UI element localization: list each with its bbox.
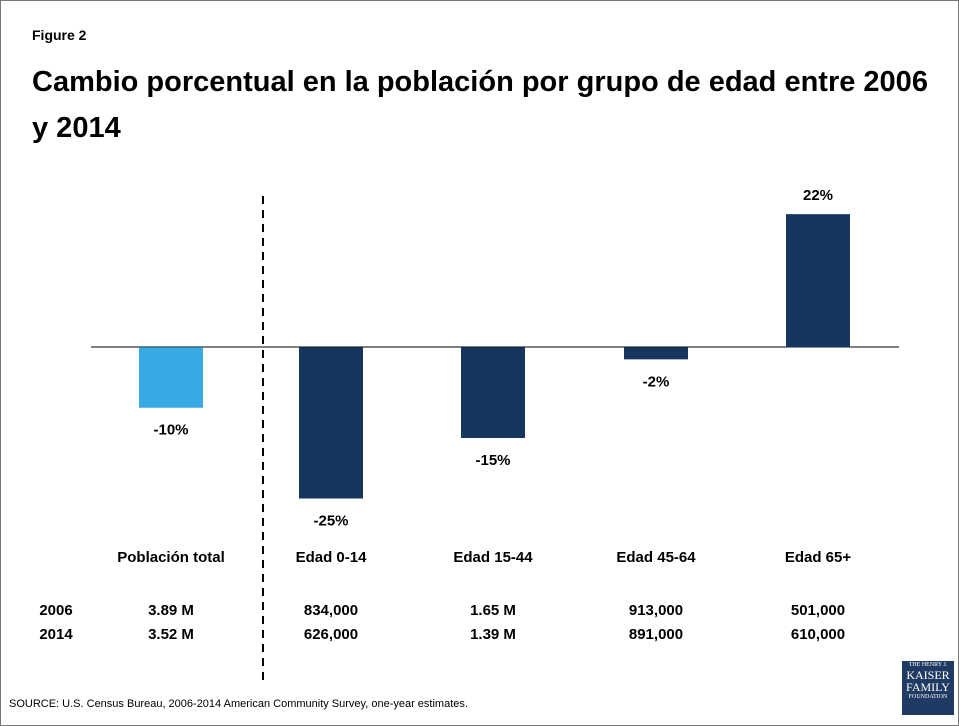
bar — [461, 347, 525, 438]
value-label: -10% — [153, 422, 188, 439]
table-cell: 891,000 — [629, 626, 683, 643]
source: SOURCE: U.S. Census Bureau, 2006-2014 Am… — [9, 698, 468, 710]
category-label: Población total — [117, 549, 225, 566]
bar — [299, 347, 363, 499]
figure-label: Figure 2 — [32, 27, 87, 43]
logo-text: THE HENRY J. — [908, 662, 948, 668]
bar — [786, 214, 850, 348]
table-cell: 626,000 — [304, 626, 358, 643]
table-cell: 3.52 M — [148, 626, 194, 643]
bar — [624, 347, 688, 360]
table-cell: 834,000 — [304, 602, 358, 619]
category-label: Edad 65+ — [785, 549, 852, 566]
table-cell: 610,000 — [791, 626, 845, 643]
category-label: Edad 45-64 — [616, 549, 696, 566]
logo-text: KAISER — [906, 668, 950, 682]
category-label: Edad 0-14 — [296, 549, 368, 566]
table-cell: 501,000 — [791, 602, 845, 619]
logo: THE HENRY J. KAISER FAMILY FOUNDATION — [902, 661, 954, 715]
row-label: 2006 — [39, 602, 72, 619]
value-label: -15% — [475, 452, 510, 469]
logo-text: FAMILY — [906, 680, 950, 694]
value-label: -2% — [643, 373, 670, 390]
table-cell: 1.65 M — [470, 602, 516, 619]
table-cell: 3.89 M — [148, 602, 194, 619]
value-label: -25% — [313, 512, 348, 529]
bar — [139, 347, 203, 408]
table-cell: 913,000 — [629, 602, 683, 619]
value-label: 22% — [803, 187, 833, 204]
row-label: 2014 — [39, 626, 73, 643]
category-label: Edad 15-44 — [453, 549, 533, 566]
logo-text: FOUNDATION — [908, 694, 948, 700]
chart-title: Cambio porcentual en la población por gr… — [32, 66, 928, 144]
table-cell: 1.39 M — [470, 626, 516, 643]
